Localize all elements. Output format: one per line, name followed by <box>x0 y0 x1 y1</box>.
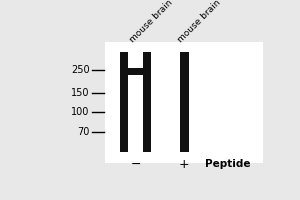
Bar <box>181 52 189 152</box>
Text: 250: 250 <box>71 65 90 75</box>
Bar <box>128 52 143 152</box>
Bar <box>120 52 128 152</box>
Text: +: + <box>179 158 189 171</box>
Text: 70: 70 <box>77 127 90 137</box>
Text: 100: 100 <box>71 107 90 117</box>
Text: −: − <box>131 158 142 171</box>
Bar <box>143 52 152 152</box>
Bar <box>128 68 143 75</box>
Bar <box>105 42 263 163</box>
Text: mouse brain: mouse brain <box>128 0 174 44</box>
Text: mouse brain: mouse brain <box>176 0 223 44</box>
Text: 150: 150 <box>71 88 90 98</box>
Text: Peptide: Peptide <box>205 159 250 169</box>
